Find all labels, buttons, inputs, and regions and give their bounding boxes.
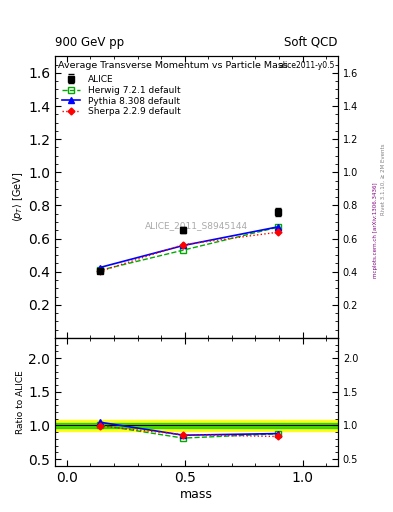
Y-axis label: $\langle p_T \rangle$ [GeV]: $\langle p_T \rangle$ [GeV] (11, 172, 25, 222)
Line: Pythia 8.308 default: Pythia 8.308 default (96, 223, 281, 271)
Pythia 8.308 default (275, 224, 280, 230)
Text: ALICE_2011_S8945144: ALICE_2011_S8945144 (145, 221, 248, 230)
Text: Average Transverse Momentum vs Particle Mass: Average Transverse Momentum vs Particle … (58, 60, 288, 70)
Pythia 8.308 default (97, 264, 102, 270)
Text: mcplots.cern.ch [arXiv:1306.3436]: mcplots.cern.ch [arXiv:1306.3436] (373, 183, 378, 278)
Sherpa 2.2.9 default (97, 268, 102, 274)
Sherpa 2.2.9 default (275, 229, 280, 236)
Line: Sherpa 2.2.9 default: Sherpa 2.2.9 default (97, 230, 280, 274)
Y-axis label: Ratio to ALICE: Ratio to ALICE (17, 370, 26, 434)
Herwig 7.2.1 default (275, 224, 280, 230)
Line: Herwig 7.2.1 default: Herwig 7.2.1 default (97, 224, 280, 273)
Pythia 8.308 default (181, 242, 185, 248)
Text: Soft QCD: Soft QCD (285, 36, 338, 49)
Text: Rivet 3.1.10, ≥ 2M Events: Rivet 3.1.10, ≥ 2M Events (381, 143, 386, 215)
Herwig 7.2.1 default (97, 267, 102, 273)
X-axis label: mass: mass (180, 487, 213, 501)
Sherpa 2.2.9 default (181, 242, 185, 248)
Herwig 7.2.1 default (181, 247, 185, 253)
Legend: ALICE, Herwig 7.2.1 default, Pythia 8.308 default, Sherpa 2.2.9 default: ALICE, Herwig 7.2.1 default, Pythia 8.30… (62, 75, 180, 116)
Text: 900 GeV pp: 900 GeV pp (55, 36, 124, 49)
Text: alice2011-y0.5: alice2011-y0.5 (279, 60, 335, 70)
